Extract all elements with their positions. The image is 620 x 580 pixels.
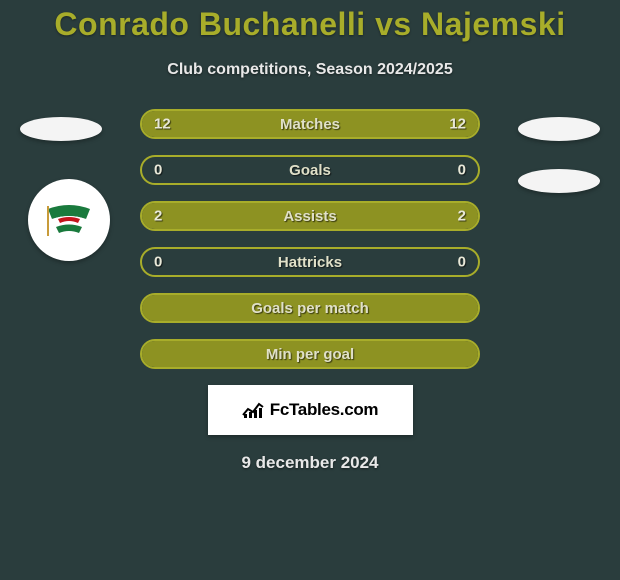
team-badge-right-1 [518, 117, 600, 141]
brand-text: FcTables.com [270, 400, 379, 420]
team-badge-right-2 [518, 169, 600, 193]
season-subtitle: Club competitions, Season 2024/2025 [0, 61, 620, 79]
chart-icon [242, 401, 264, 419]
bar-label: Hattricks [278, 254, 342, 271]
bar-value-right: 12 [449, 116, 466, 133]
bar-value-left: 0 [154, 254, 162, 271]
bar-value-right: 0 [458, 254, 466, 271]
stat-bar: 0 0 Goals [140, 155, 480, 185]
stat-bar: 12 12 Matches [140, 109, 480, 139]
bar-label: Goals per match [251, 300, 369, 317]
bar-value-right: 2 [458, 208, 466, 225]
bar-value-left: 0 [154, 162, 162, 179]
bar-label: Assists [283, 208, 336, 225]
stat-bar: Min per goal [140, 339, 480, 369]
brand-badge[interactable]: FcTables.com [208, 385, 413, 435]
date-label: 9 december 2024 [0, 453, 620, 473]
stats-area: 12 12 Matches 0 0 Goals 2 2 Assists 0 0 Hattricks Go… [0, 109, 620, 369]
bar-label: Matches [280, 116, 340, 133]
bar-label: Min per goal [266, 346, 354, 363]
club-logo [28, 179, 110, 261]
stat-bar: Goals per match [140, 293, 480, 323]
stat-bar: 2 2 Assists [140, 201, 480, 231]
stat-bars: 12 12 Matches 0 0 Goals 2 2 Assists 0 0 Hattricks Go… [140, 109, 480, 369]
team-badge-left-1 [20, 117, 102, 141]
page-title: Conrado Buchanelli vs Najemski [0, 0, 620, 43]
stat-bar: 0 0 Hattricks [140, 247, 480, 277]
bar-value-right: 0 [458, 162, 466, 179]
pennant-icon [46, 203, 92, 237]
bar-value-left: 2 [154, 208, 162, 225]
bar-label: Goals [289, 162, 331, 179]
bar-value-left: 12 [154, 116, 171, 133]
